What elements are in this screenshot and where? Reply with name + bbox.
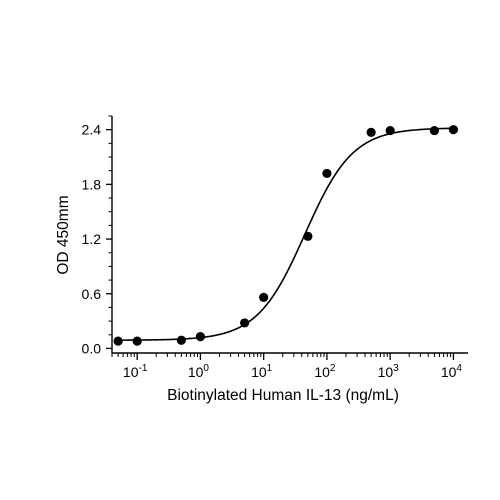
x-axis-title: Biotinylated Human IL-13 (ng/mL) <box>167 387 399 404</box>
x-tick-label: 104 <box>441 363 463 380</box>
data-point <box>322 168 332 179</box>
data-point <box>176 335 186 345</box>
data-point <box>259 292 269 302</box>
y-tick-label: 1.2 <box>82 231 102 247</box>
data-point <box>303 231 313 241</box>
y-tick-label: 1.8 <box>82 176 102 192</box>
x-tick-label: 10-1 <box>123 363 148 380</box>
axes <box>111 116 468 354</box>
data-point <box>113 336 123 346</box>
x-tick-label: 103 <box>378 363 400 380</box>
x-tick-label: 101 <box>251 363 273 380</box>
data-points <box>113 125 459 346</box>
x-tick-label: 100 <box>188 363 210 380</box>
data-point <box>448 125 459 135</box>
data-point <box>195 331 206 342</box>
data-point <box>429 125 439 136</box>
y-axis-title: OD 450mm <box>55 195 72 274</box>
x-tick-label: 102 <box>314 363 336 380</box>
y-tick-label: 0.6 <box>82 286 102 302</box>
data-point <box>240 318 250 328</box>
data-point <box>385 125 395 136</box>
x-ticks: 10-1 100 101 102 103 104 <box>111 353 463 380</box>
y-tick-label: 2.4 <box>82 122 102 138</box>
y-tick-label: 0.0 <box>82 340 102 356</box>
data-point <box>366 127 376 138</box>
fit-curve <box>118 127 454 341</box>
y-ticks: 0.0 0.6 1.2 1.8 2.4 <box>82 115 112 356</box>
data-point <box>132 336 142 346</box>
